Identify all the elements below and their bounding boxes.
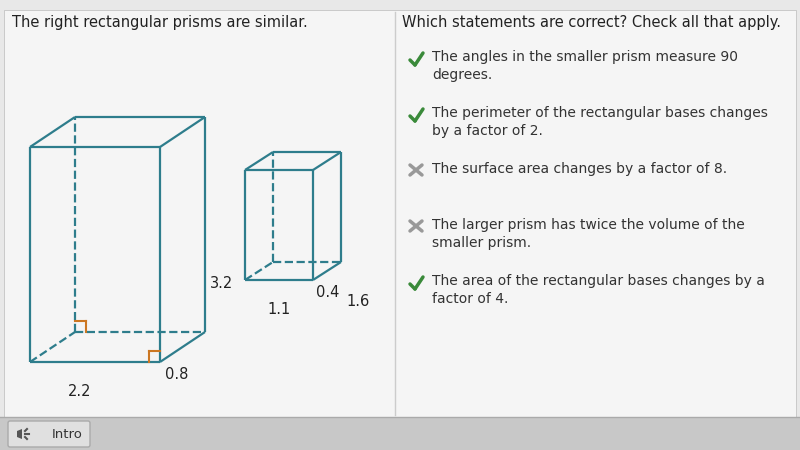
Text: The angles in the smaller prism measure 90
degrees.: The angles in the smaller prism measure … (432, 50, 738, 82)
Text: The surface area changes by a factor of 8.: The surface area changes by a factor of … (432, 162, 727, 176)
Text: The larger prism has twice the volume of the
smaller prism.: The larger prism has twice the volume of… (432, 218, 745, 250)
FancyBboxPatch shape (8, 421, 90, 447)
FancyBboxPatch shape (4, 10, 796, 418)
Text: 0.8: 0.8 (165, 367, 188, 382)
Text: 2.2: 2.2 (68, 384, 92, 399)
Text: The perimeter of the rectangular bases changes
by a factor of 2.: The perimeter of the rectangular bases c… (432, 106, 768, 139)
Text: 3.2: 3.2 (210, 276, 234, 291)
Text: The area of the rectangular bases changes by a
factor of 4.: The area of the rectangular bases change… (432, 274, 765, 306)
Text: 0.4: 0.4 (316, 285, 339, 300)
Text: 1.1: 1.1 (267, 302, 290, 317)
FancyBboxPatch shape (0, 417, 800, 450)
Text: 1.6: 1.6 (346, 293, 370, 309)
Text: The right rectangular prisms are similar.: The right rectangular prisms are similar… (12, 15, 308, 30)
Text: Which statements are correct? Check all that apply.: Which statements are correct? Check all … (402, 15, 781, 30)
Polygon shape (17, 429, 22, 439)
Text: Intro: Intro (52, 428, 83, 441)
